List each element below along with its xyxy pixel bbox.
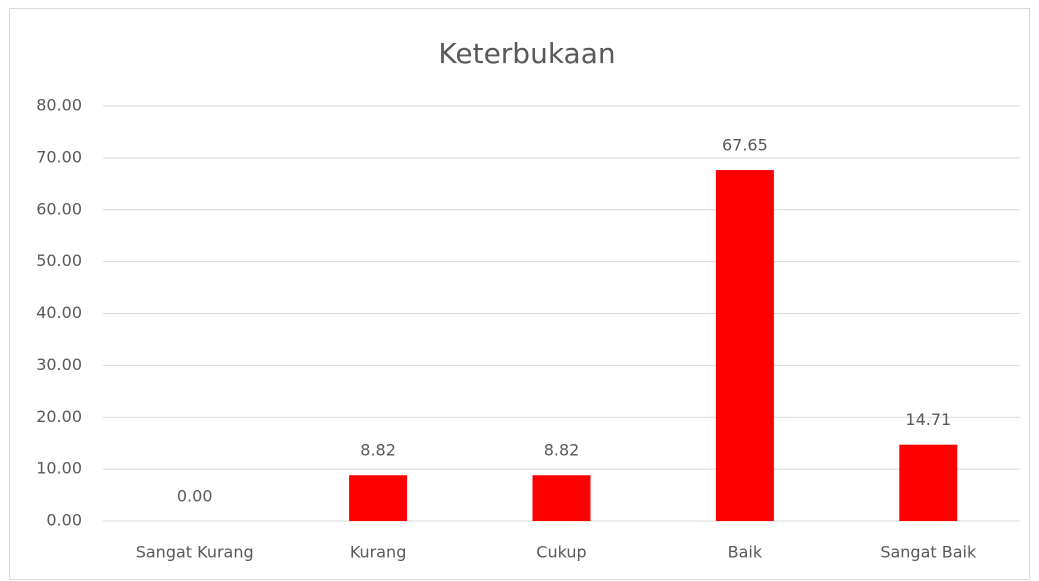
data-label: 14.71	[905, 410, 951, 429]
y-tick-label: 50.00	[36, 251, 82, 270]
chart-border	[9, 8, 1030, 580]
y-tick-label: 70.00	[36, 147, 82, 166]
y-tick-label: 60.00	[36, 199, 82, 218]
chart-title: Keterbukaan	[438, 37, 615, 70]
y-tick-label: 10.00	[36, 459, 82, 478]
x-tick-label: Cukup	[536, 543, 586, 562]
bar	[899, 444, 958, 521]
x-tick-label: Sangat Baik	[880, 543, 977, 562]
y-tick-label: 0.00	[46, 511, 82, 530]
data-label: 8.82	[544, 441, 580, 460]
data-label: 0.00	[177, 487, 213, 506]
y-tick-label: 20.00	[36, 407, 82, 426]
bar	[349, 475, 408, 521]
y-tick-label: 80.00	[36, 96, 82, 115]
data-label: 67.65	[722, 136, 768, 155]
data-label: 8.82	[360, 441, 396, 460]
bar	[532, 475, 591, 521]
x-tick-label: Sangat Kurang	[136, 543, 254, 562]
x-tick-label: Kurang	[350, 543, 407, 562]
y-tick-label: 40.00	[36, 303, 82, 322]
y-tick-label: 30.00	[36, 355, 82, 374]
x-tick-label: Baik	[728, 543, 763, 562]
bar	[715, 170, 774, 522]
